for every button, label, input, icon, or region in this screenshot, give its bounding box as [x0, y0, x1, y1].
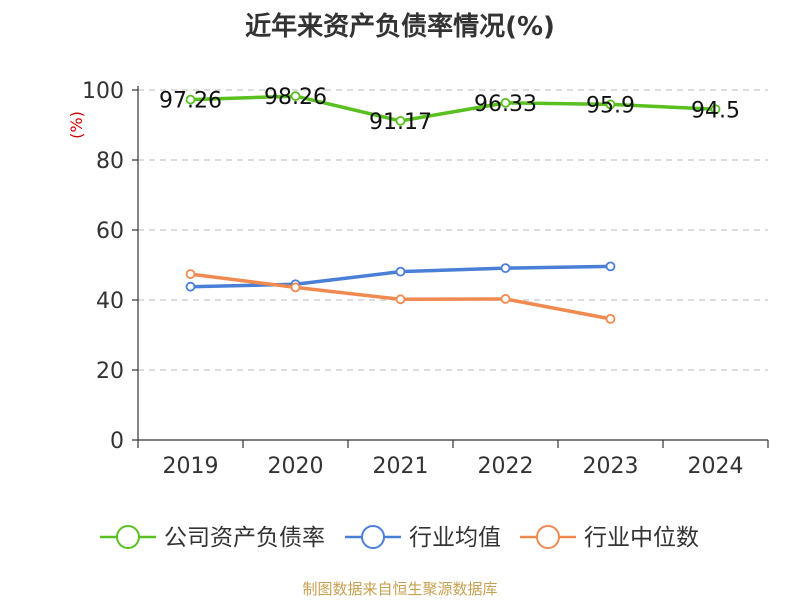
data-point — [185, 269, 196, 280]
y-tick-label: 0 — [110, 429, 124, 454]
data-point — [395, 116, 406, 126]
y-tick-label: 80 — [96, 149, 124, 174]
data-point — [185, 94, 196, 105]
y-tick-label: 20 — [96, 359, 124, 384]
x-tick-label: 2021 — [373, 454, 429, 479]
chart-title: 近年来资产负债率情况(%) — [245, 12, 555, 42]
legend-marker — [116, 525, 140, 549]
data-point — [500, 263, 511, 274]
y-tick-label: 40 — [96, 289, 124, 314]
data-point — [395, 294, 406, 305]
x-tick-label: 2023 — [583, 454, 639, 479]
data-point — [605, 261, 616, 272]
data-point — [185, 281, 196, 292]
data-point — [500, 97, 511, 108]
data-point — [710, 104, 721, 115]
data-point — [605, 313, 616, 324]
y-tick-label: 60 — [96, 219, 124, 244]
legend-label: 公司资产负债率 — [164, 525, 325, 551]
data-label: 96.33 — [474, 92, 537, 117]
data-label: 94.5 — [691, 98, 740, 123]
data-point — [605, 99, 616, 110]
data-label: 97.26 — [159, 89, 222, 114]
data-point — [395, 266, 406, 277]
legend-label: 行业中位数 — [584, 525, 699, 551]
data-point — [500, 294, 511, 304]
series-line — [190, 94, 716, 123]
x-tick-label: 2020 — [268, 454, 324, 479]
data-label: 91.17 — [369, 110, 432, 135]
data-point — [290, 91, 301, 101]
data-label: 95.9 — [586, 93, 635, 118]
data-label: 98.26 — [264, 85, 327, 110]
legend-marker — [361, 525, 385, 549]
y-tick-label: 100 — [82, 79, 124, 104]
data-point — [290, 282, 301, 293]
x-tick-label: 2019 — [163, 454, 219, 479]
legend-label: 行业均值 — [409, 525, 501, 551]
x-tick-label: 2024 — [688, 454, 744, 479]
legend-marker — [536, 525, 560, 549]
data-source-note: 制图数据来自恒生聚源数据库 — [302, 580, 498, 598]
x-tick-label: 2022 — [478, 454, 534, 479]
y-axis-label: (%) — [67, 111, 86, 139]
